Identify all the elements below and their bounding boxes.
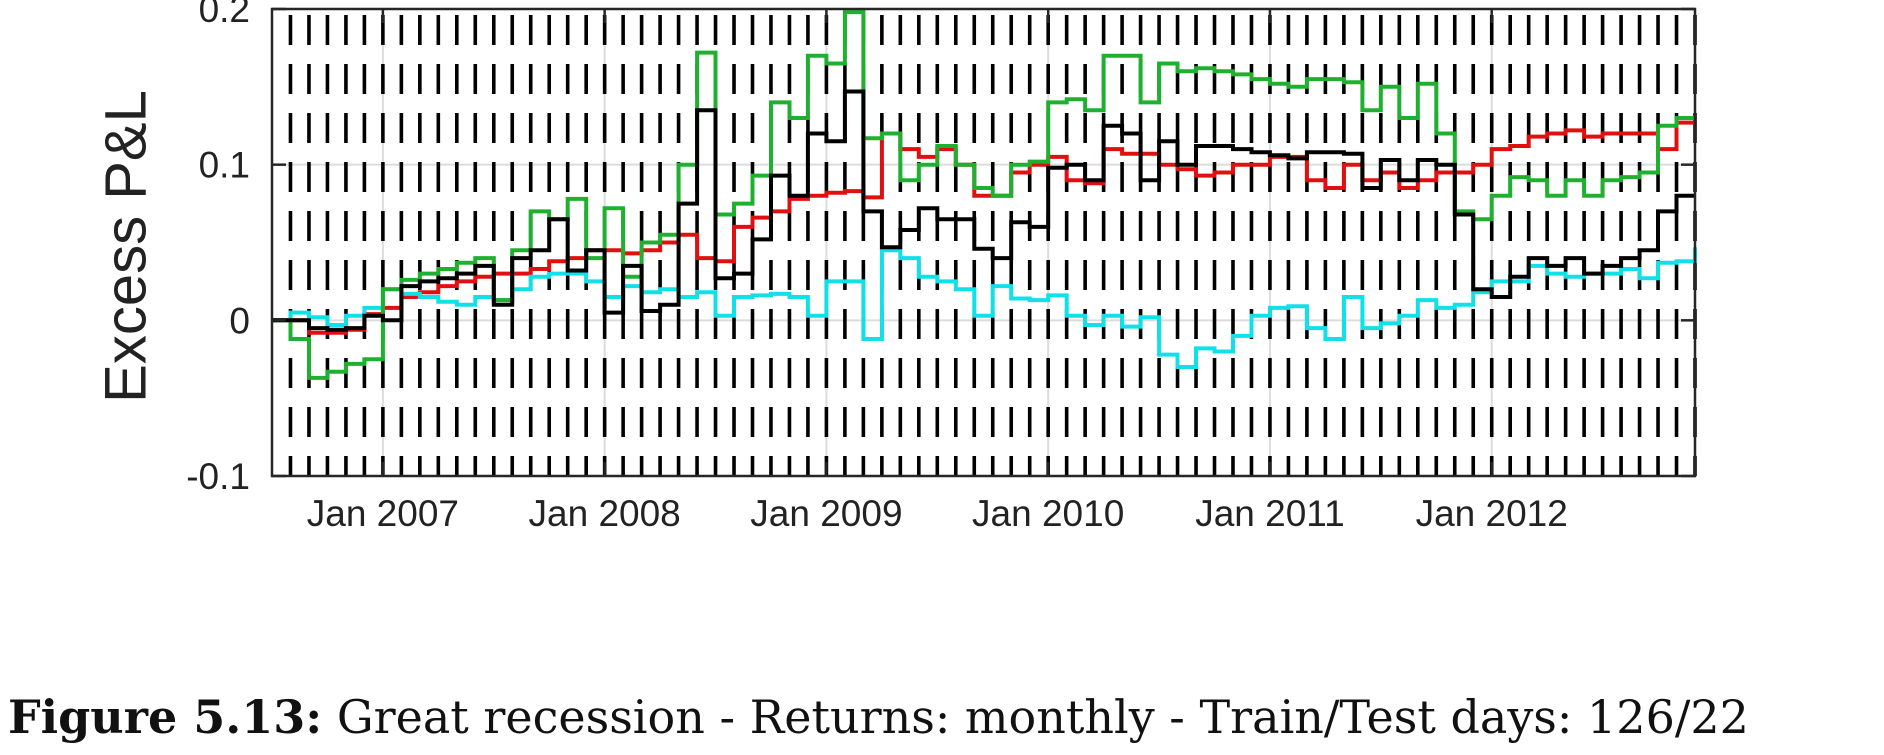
y-tick-label: 0.2 — [199, 0, 250, 30]
figure-caption-text: Great recession - Returns: monthly - Tra… — [336, 690, 1749, 744]
axes-border — [270, 7, 1697, 478]
x-tick-label: Jan 2009 — [750, 493, 902, 534]
y-tick-label: -0.1 — [186, 456, 250, 497]
x-tick-label: Jan 2012 — [1416, 493, 1568, 534]
line-chart: -0.100.10.2 Jan 2007 Jan 2008 Jan 2009 Jan … — [93, 0, 1697, 534]
y-tick-label: 0.1 — [199, 145, 250, 186]
x-tick-label: Jan 2010 — [972, 493, 1124, 534]
series-layer — [272, 10, 1697, 380]
plot-area — [272, 9, 1695, 476]
x-tick-labels: Jan 2007 Jan 2008 Jan 2009 Jan 2010 Jan 2011… — [307, 493, 1568, 534]
x-tick-label: Jan 2008 — [529, 493, 681, 534]
y-tick-labels: -0.1 0 0.1 0.2 — [186, 0, 250, 497]
y-tick-label: 0 — [229, 300, 250, 341]
figure-caption-label: Figure 5.13: — [8, 690, 323, 744]
x-tick-label: Jan 2007 — [307, 493, 459, 534]
figure-caption: Figure 5.13: Great recession - Returns: … — [8, 690, 1884, 744]
y-axis-label: Excess P&L — [93, 90, 158, 403]
plot-background — [272, 9, 1695, 476]
x-tick-label: Jan 2011 — [1195, 493, 1345, 534]
series-line — [272, 89, 1695, 332]
axes-frame — [270, 7, 1697, 478]
